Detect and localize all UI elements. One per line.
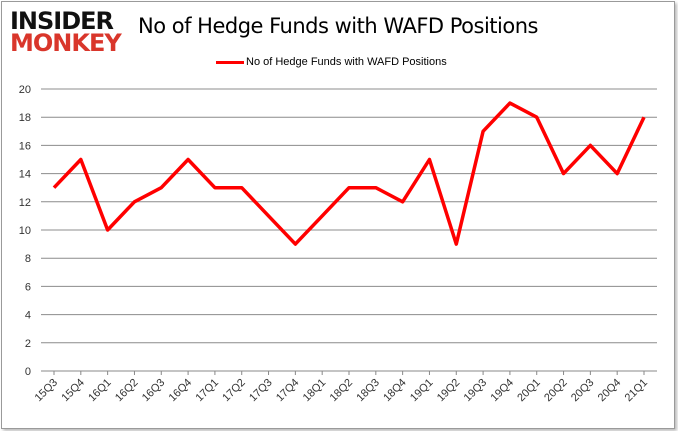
y-tick-label: 14 — [19, 169, 31, 181]
y-tick-label: 10 — [19, 225, 31, 237]
x-tick-label: 19Q2 — [435, 377, 463, 405]
legend-label: No of Hedge Funds with WAFD Positions — [246, 56, 447, 68]
y-tick-label: 2 — [25, 338, 31, 350]
legend-swatch — [216, 60, 244, 64]
x-tick-label: 19Q3 — [462, 377, 490, 405]
x-tick-label: 15Q3 — [33, 377, 61, 405]
x-tick-label: 19Q1 — [408, 377, 436, 405]
y-tick-label: 8 — [25, 253, 31, 265]
y-tick-label: 20 — [19, 84, 31, 96]
x-tick-label: 16Q3 — [140, 377, 168, 405]
x-tick-label: 18Q1 — [301, 377, 329, 405]
y-tick-label: 4 — [25, 310, 31, 322]
x-tick-label: 17Q4 — [274, 377, 302, 405]
x-tick-label: 17Q2 — [220, 377, 248, 405]
x-tick-label: 20Q2 — [542, 377, 570, 405]
y-tick-label: 0 — [25, 366, 31, 378]
x-tick-label: 20Q4 — [596, 377, 624, 405]
chart-title: No of Hedge Funds with WAFD Positions — [138, 14, 538, 38]
x-tick-label: 20Q3 — [569, 377, 597, 405]
y-tick-label: 16 — [19, 140, 31, 152]
y-tick-label: 6 — [25, 281, 31, 293]
y-tick-label: 18 — [19, 112, 31, 124]
x-tick-label: 16Q4 — [167, 377, 195, 405]
x-tick-label: 17Q3 — [247, 377, 275, 405]
logo-line2: MONKEY — [10, 29, 122, 57]
x-tick-label: 18Q4 — [381, 377, 409, 405]
x-tick-label: 21Q1 — [623, 377, 651, 405]
insider-monkey-logo: INSIDER MONKEY — [10, 7, 122, 57]
x-tick-label: 15Q4 — [59, 377, 87, 405]
y-tick-label: 12 — [19, 197, 31, 209]
x-tick-label: 16Q1 — [86, 377, 114, 405]
logo-line1: INSIDER — [10, 7, 114, 35]
x-tick-label: 18Q3 — [354, 377, 382, 405]
legend: No of Hedge Funds with WAFD Positions — [216, 56, 447, 68]
x-tick-label: 16Q2 — [113, 377, 141, 405]
x-tick-label: 20Q1 — [515, 377, 543, 405]
x-tick-label: 18Q2 — [328, 377, 356, 405]
x-tick-label: 17Q1 — [194, 377, 222, 405]
x-tick-label: 19Q4 — [489, 377, 517, 405]
